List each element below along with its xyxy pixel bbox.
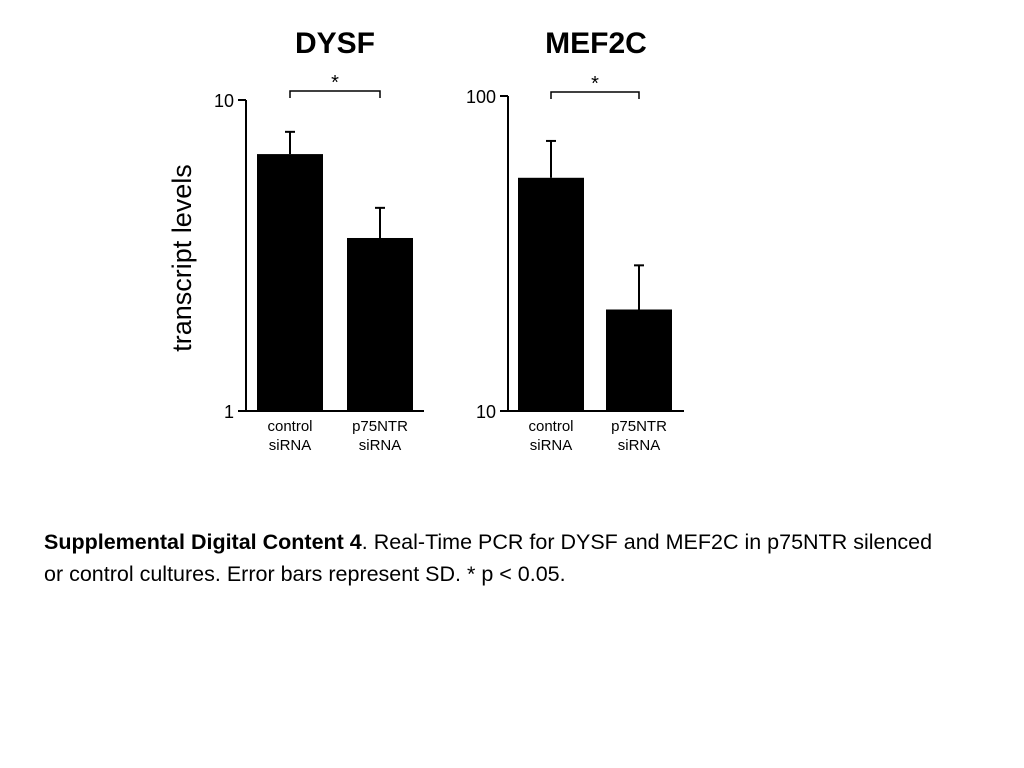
panel-2-category-label: siRNA xyxy=(618,437,661,454)
caption-text: . Real-Time PCR for DYSF and MEF2C in p7… xyxy=(44,530,933,586)
panel-2-title: MEF2C xyxy=(545,27,647,60)
panel-1-category-label: siRNA xyxy=(359,437,402,454)
panel-1-category-label: p75NTR xyxy=(352,418,408,435)
panel-1-y-axis-label: transcript levels xyxy=(167,164,197,352)
panel-1-category-label: siRNA xyxy=(269,437,312,454)
panel-2-y-tick-label: 100 xyxy=(466,87,496,107)
panel-2-bar xyxy=(606,309,672,411)
panel-2-significance-bracket xyxy=(550,91,640,99)
caption-heading: Supplemental Digital Content 4 xyxy=(44,530,362,554)
panel-1-title: DYSF xyxy=(295,27,375,60)
panel-2-significance-label: * xyxy=(591,73,599,95)
panel-1-category-label: control xyxy=(267,418,312,435)
panel-2-bar xyxy=(518,177,584,411)
panel-1-y-tick-label: 1 xyxy=(224,402,234,422)
panel-1-significance-bracket xyxy=(289,90,381,98)
panel-2-category-label: control xyxy=(528,418,573,435)
panel-1-y-tick-label: 10 xyxy=(214,91,234,111)
panel-1-significance-label: * xyxy=(331,72,339,94)
panel-1-bar xyxy=(347,237,413,411)
panel-2-y-tick-label: 10 xyxy=(476,402,496,422)
panel-1-bar xyxy=(257,154,323,411)
figure: DYSF 1 10 control siRNA p75NTR siRNA * transcrip… xyxy=(167,27,684,454)
panel-2-category-label: p75NTR xyxy=(611,418,667,435)
panel-2-category-label: siRNA xyxy=(530,437,573,454)
figure-caption: Supplemental Digital Content 4. Real-Tim… xyxy=(44,526,944,590)
